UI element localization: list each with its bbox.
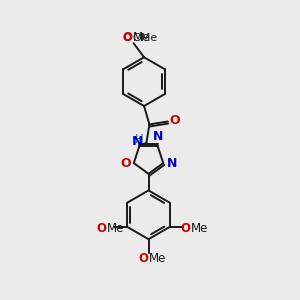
Text: N: N (153, 130, 164, 143)
Text: N: N (132, 135, 143, 148)
Text: O: O (123, 33, 132, 43)
Text: N: N (167, 157, 177, 169)
Text: H: H (135, 133, 144, 146)
Text: O: O (97, 222, 106, 235)
Text: Me: Me (191, 222, 208, 235)
Text: O: O (180, 222, 190, 235)
Text: Me: Me (133, 31, 150, 44)
Text: OMe: OMe (132, 33, 158, 43)
Text: O: O (121, 157, 131, 169)
Text: O: O (169, 114, 180, 128)
Text: Me: Me (107, 222, 124, 235)
Text: O: O (139, 252, 148, 265)
Text: Me: Me (149, 252, 166, 265)
Text: O: O (122, 31, 132, 44)
